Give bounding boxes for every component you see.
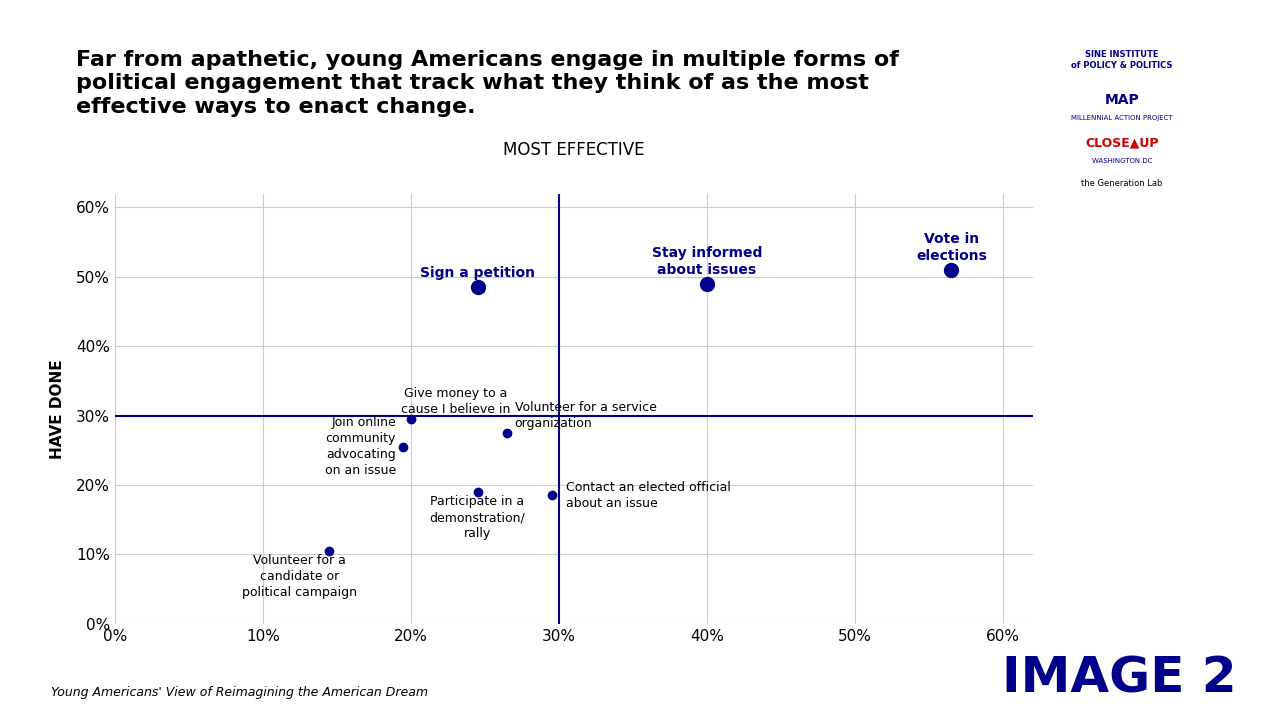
Text: MOST EFFECTIVE: MOST EFFECTIVE: [504, 141, 644, 159]
Text: Far from apathetic, young Americans engage in multiple forms of
political engage: Far from apathetic, young Americans enga…: [76, 50, 899, 117]
Text: Join online
community
advocating
on an issue: Join online community advocating on an i…: [325, 417, 397, 478]
Text: Stay informed
about issues: Stay informed about issues: [652, 245, 762, 277]
Text: Vote in
elections: Vote in elections: [915, 232, 987, 263]
Text: Volunteer for a service
organization: Volunteer for a service organization: [515, 401, 657, 429]
Text: Young Americans' View of Reimagining the American Dream: Young Americans' View of Reimagining the…: [51, 686, 428, 699]
Text: Volunteer for a
candidate or
political campaign: Volunteer for a candidate or political c…: [242, 554, 357, 599]
Text: CLOSE▲UP: CLOSE▲UP: [1085, 136, 1159, 149]
Text: Sign a petition: Sign a petition: [419, 266, 536, 280]
Text: IMAGE 2: IMAGE 2: [1002, 655, 1237, 703]
Text: MAP: MAP: [1104, 93, 1140, 108]
Y-axis label: HAVE DONE: HAVE DONE: [50, 359, 65, 458]
Text: the Generation Lab: the Generation Lab: [1081, 179, 1163, 189]
Text: Give money to a
cause I believe in: Give money to a cause I believe in: [400, 386, 510, 416]
Text: WASHINGTON DC: WASHINGTON DC: [1091, 158, 1153, 163]
Text: Participate in a
demonstration/
rally: Participate in a demonstration/ rally: [430, 495, 525, 541]
Text: MILLENNIAL ACTION PROJECT: MILLENNIAL ACTION PROJECT: [1071, 115, 1173, 120]
Text: SINE INSTITUTE
of POLICY & POLITICS: SINE INSTITUTE of POLICY & POLITICS: [1071, 50, 1173, 70]
Text: Contact an elected official
about an issue: Contact an elected official about an iss…: [566, 481, 732, 510]
